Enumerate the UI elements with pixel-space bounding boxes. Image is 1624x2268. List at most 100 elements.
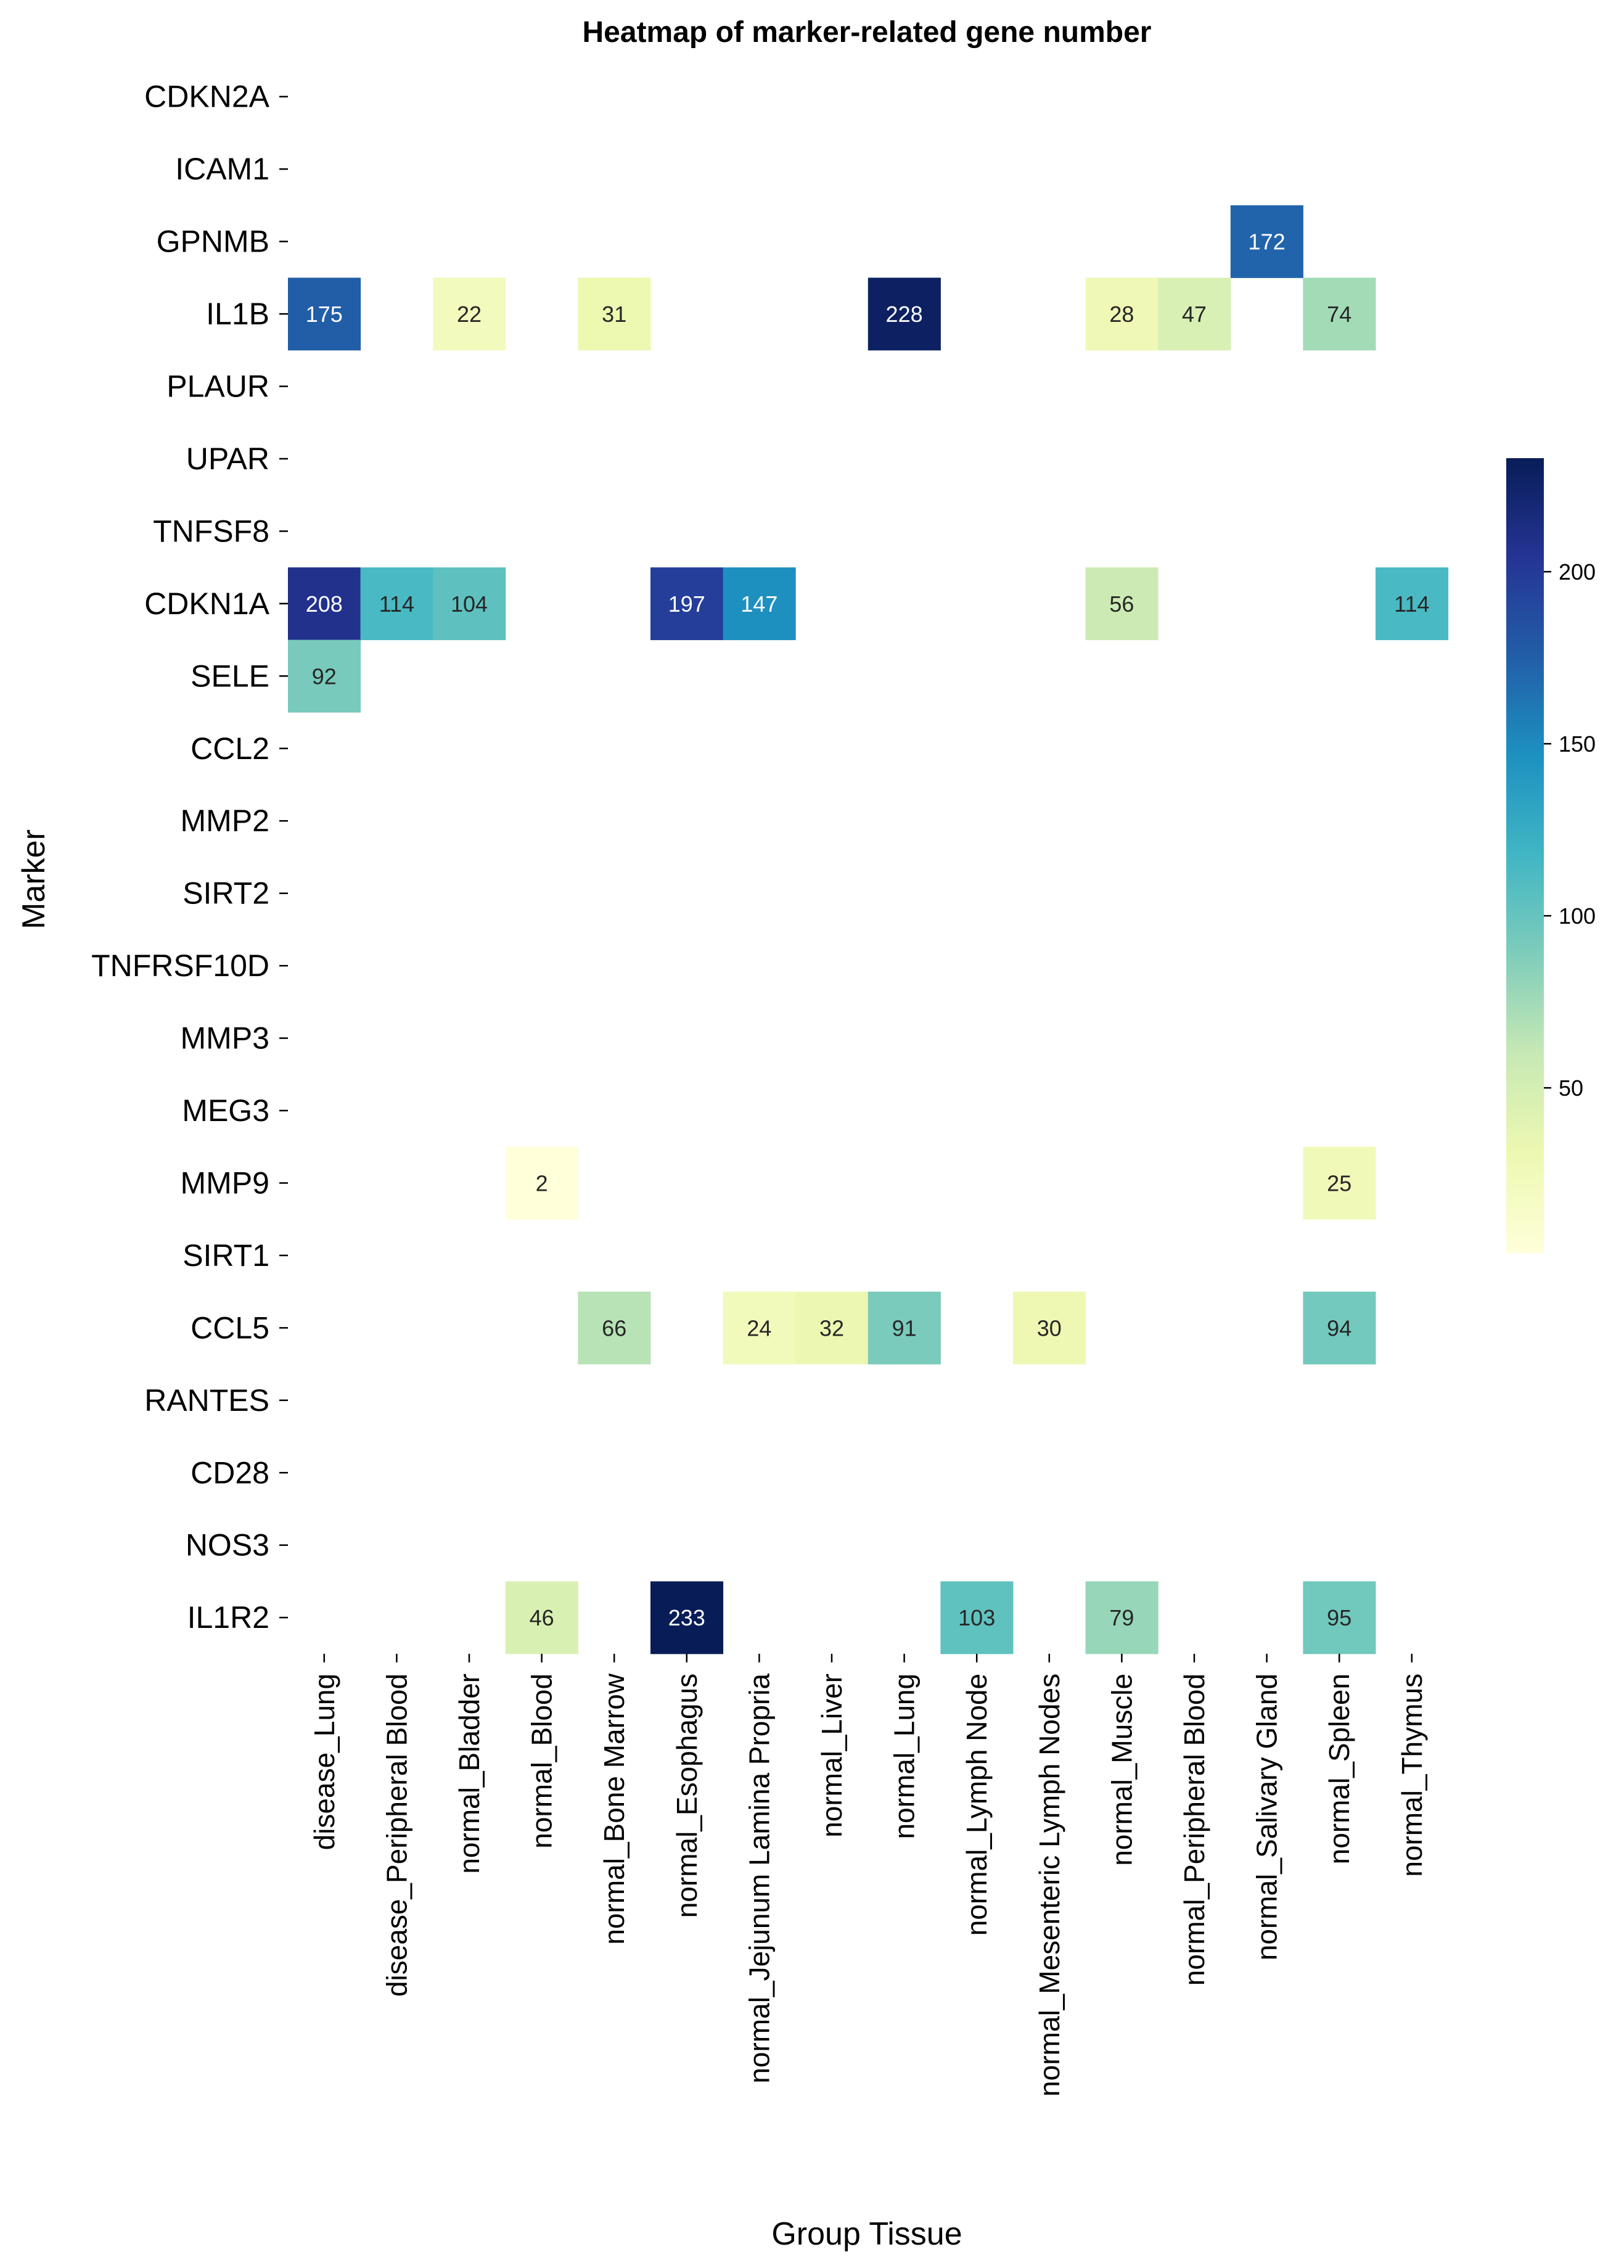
y-tick-label: CD28 <box>191 1455 269 1490</box>
heatmap-cell <box>1013 1291 1086 1365</box>
y-tick-label: SIRT1 <box>182 1238 269 1273</box>
heatmap-cell <box>723 1291 796 1365</box>
cell-value-label: 114 <box>379 591 414 617</box>
y-tick-label: CCL5 <box>191 1310 269 1345</box>
cell-value-label: 197 <box>668 591 705 617</box>
y-tick-label: SIRT2 <box>182 876 269 911</box>
x-tick-label: normal_Lung <box>888 1674 921 1839</box>
y-tick-label: MMP9 <box>181 1165 269 1200</box>
y-tick-label: RANTES <box>144 1383 269 1418</box>
colorbar-tick-label: 150 <box>1559 731 1596 757</box>
heatmap-cell <box>578 277 651 351</box>
y-tick-label: NOS3 <box>186 1528 269 1563</box>
y-tick-label: PLAUR <box>166 369 269 404</box>
x-tick-label: disease_Peripheral Blood <box>380 1674 412 1997</box>
heatmap-cell <box>288 277 361 351</box>
cell-value-label: 31 <box>602 302 626 327</box>
heatmap-cell <box>288 639 361 713</box>
y-tick-label: CCL2 <box>191 731 269 766</box>
heatmap-cell <box>723 567 796 641</box>
cell-value-label: 32 <box>819 1315 844 1341</box>
x-tick-label: normal_Bladder <box>453 1674 485 1874</box>
cell-value-label: 233 <box>668 1605 705 1630</box>
x-tick-label: normal_Thymus <box>1396 1674 1428 1877</box>
cell-value-label: 2 <box>536 1170 548 1196</box>
heatmap-cell <box>1303 277 1376 351</box>
chart-title: Heatmap of marker-related gene number <box>583 16 1152 49</box>
cell-value-label: 103 <box>958 1605 995 1630</box>
x-tick-label: normal_Salivary Gland <box>1251 1674 1283 1960</box>
y-axis-tick-labels: CDKN2A ICAM1 GPNMB IL1B PLAUR UPAR TNFSF8 CDKN1… <box>91 80 288 1635</box>
cell-value-label: 47 <box>1182 302 1207 327</box>
y-tick-label: GPNMB <box>157 224 269 259</box>
cell-value-label: 228 <box>886 302 923 327</box>
heatmap-cell <box>433 277 506 351</box>
heatmap-cell <box>1376 567 1449 641</box>
y-axis-title: Marker <box>16 829 52 929</box>
x-tick-label: disease_Lung <box>308 1674 340 1850</box>
cell-value-label: 175 <box>306 302 343 327</box>
cell-value-label: 95 <box>1327 1605 1351 1630</box>
y-tick-label: TNFSF8 <box>153 514 269 548</box>
heatmap-cell <box>1085 1581 1159 1654</box>
heatmap-cell <box>1303 1581 1376 1654</box>
x-tick-label: normal_Peripheral Blood <box>1178 1674 1210 1986</box>
y-tick-label: CDKN2A <box>144 80 269 114</box>
y-tick-label: CDKN1A <box>144 586 269 621</box>
cell-value-label: 114 <box>1394 591 1429 617</box>
heatmap-cell <box>650 1581 724 1654</box>
x-tick-label: normal_Muscle <box>1105 1674 1138 1866</box>
x-tick-label: normal_Spleen <box>1323 1674 1355 1864</box>
heatmap-cells: 172 175 22 31 228 28 47 74 208 114 104 197 147 56 114 9… <box>288 205 1449 1654</box>
colorbar-tick-label: 200 <box>1559 559 1596 585</box>
x-tick-label: normal_Mesenteric Lymph Nodes <box>1033 1674 1065 2097</box>
cell-value-label: 24 <box>747 1315 771 1341</box>
cell-value-label: 30 <box>1037 1315 1062 1341</box>
cell-value-label: 28 <box>1109 302 1134 327</box>
cell-value-label: 22 <box>457 302 482 327</box>
colorbar-gradient <box>1506 458 1544 1253</box>
heatmap-cell <box>360 567 433 641</box>
y-tick-label: IL1B <box>206 297 269 331</box>
heatmap-cell <box>1303 1291 1376 1365</box>
cell-value-label: 74 <box>1327 302 1351 327</box>
cell-value-label: 208 <box>306 591 343 617</box>
cell-value-label: 147 <box>740 591 777 617</box>
cell-value-label: 91 <box>892 1315 917 1341</box>
heatmap-cell <box>433 567 506 641</box>
x-tick-label: normal_Bone Marrow <box>598 1673 630 1945</box>
cell-value-label: 25 <box>1327 1170 1351 1196</box>
cell-value-label: 172 <box>1249 229 1286 255</box>
colorbar: 50 100 150 200 <box>1506 458 1596 1253</box>
x-tick-label: normal_Liver <box>816 1674 848 1838</box>
heatmap-cell <box>578 1291 651 1365</box>
heatmap-cell <box>505 1146 578 1220</box>
colorbar-tick-label: 50 <box>1559 1075 1583 1101</box>
heatmap-cell <box>940 1581 1014 1654</box>
heatmap-cell <box>505 1581 578 1654</box>
colorbar-tick-label: 100 <box>1559 903 1596 929</box>
cell-value-label: 92 <box>312 664 337 689</box>
heatmap-cell <box>795 1291 869 1365</box>
x-axis-tick-labels: disease_Lung disease_Peripheral Blood norm… <box>308 1653 1428 2097</box>
y-tick-label: UPAR <box>186 442 269 476</box>
y-tick-label: SELE <box>191 659 269 693</box>
heatmap-cell <box>288 567 361 641</box>
y-tick-label: ICAM1 <box>175 152 269 186</box>
y-tick-label: IL1R2 <box>187 1600 269 1635</box>
y-tick-label: MMP2 <box>181 803 269 838</box>
heatmap-cell <box>867 277 941 351</box>
cell-value-label: 94 <box>1327 1315 1351 1341</box>
x-tick-label: normal_Blood <box>526 1674 558 1849</box>
cell-value-label: 46 <box>530 1605 554 1630</box>
x-tick-label: normal_Lymph Node <box>961 1674 993 1936</box>
heatmap-cell <box>867 1291 941 1365</box>
cell-value-label: 79 <box>1109 1605 1134 1630</box>
heatmap-cell <box>1085 277 1159 351</box>
y-tick-label: MMP3 <box>181 1021 269 1056</box>
x-tick-label: normal_Esophagus <box>671 1674 703 1918</box>
cell-value-label: 104 <box>451 591 488 617</box>
cell-value-label: 56 <box>1109 591 1134 617</box>
heatmap-cell <box>1303 1146 1376 1220</box>
